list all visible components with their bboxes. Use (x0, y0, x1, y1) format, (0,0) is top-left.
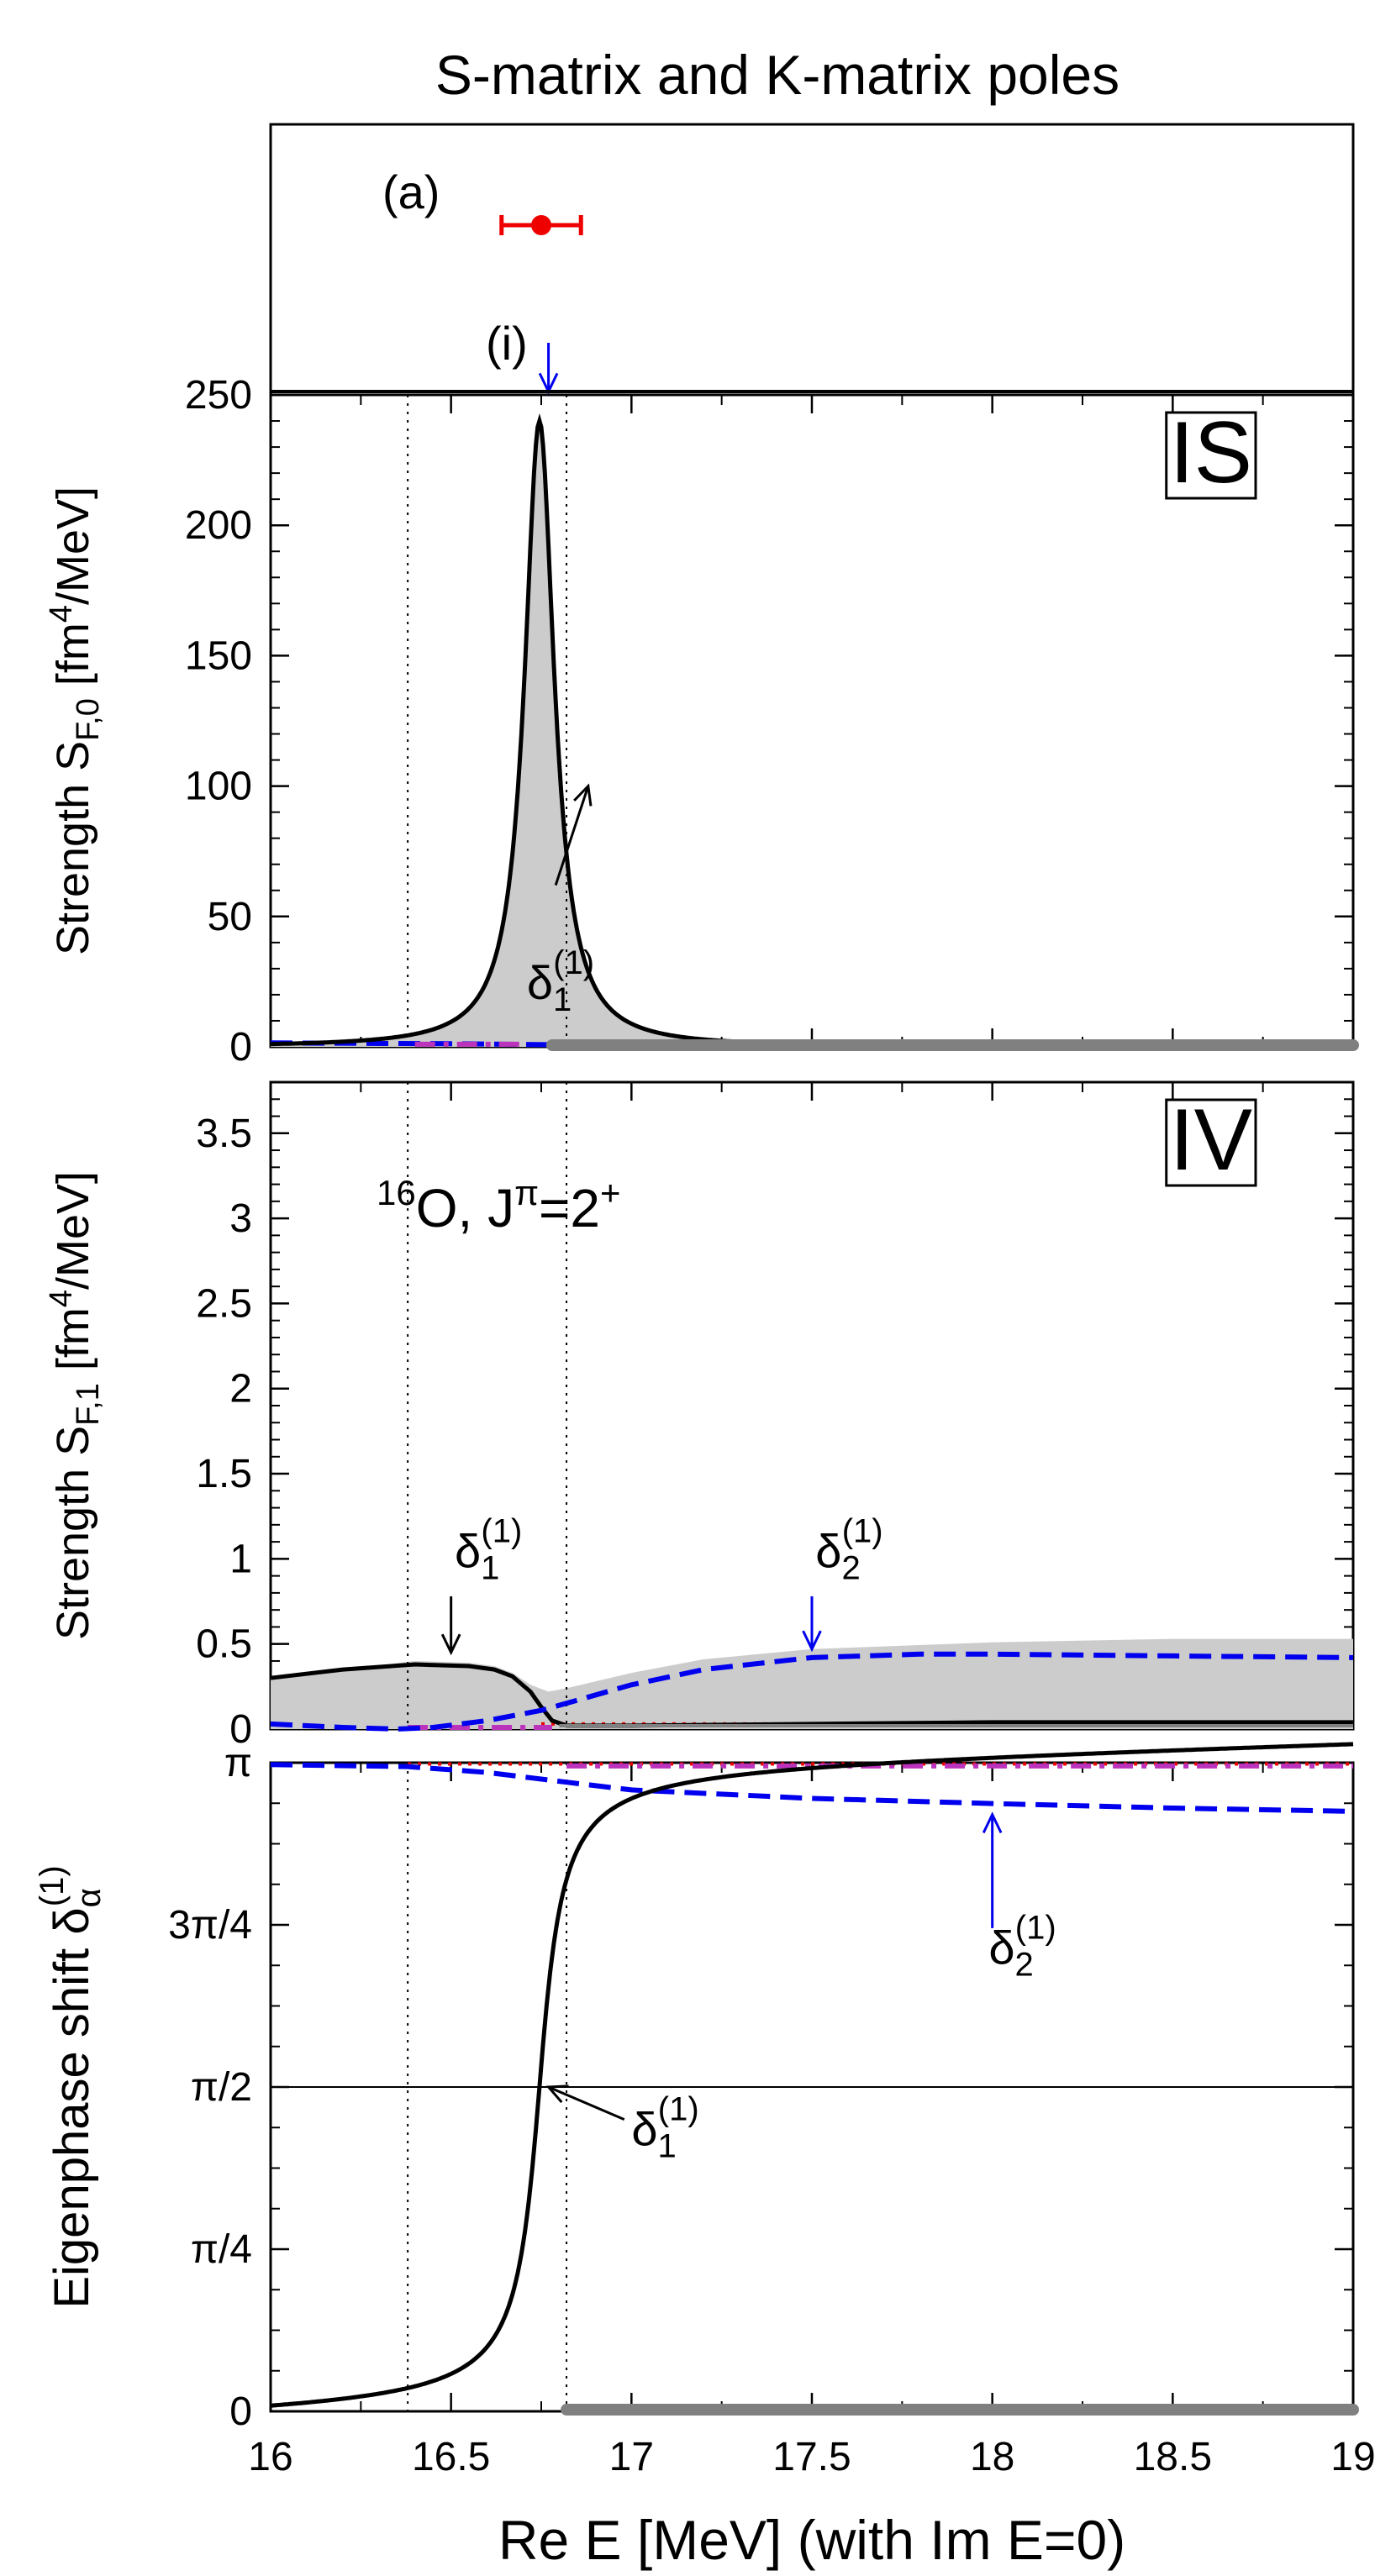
iv-nucleus-elem: O, J (416, 1178, 514, 1238)
is-delta-label: δ1(1) (527, 944, 594, 1018)
iv-y-tick-label: 2.5 (196, 1281, 252, 1326)
is-y-tick-label: 200 (185, 503, 252, 548)
is-ylabel-post: /MeV] (48, 486, 98, 605)
iv-ylabel-main: Strength S (48, 1426, 98, 1640)
pole-label-a: (a) (382, 166, 440, 218)
iv-y-tick-label: 0.5 (196, 1622, 252, 1667)
x-tick-label: 17.5 (772, 2435, 851, 2479)
iv-delta2-arrow-head (802, 1630, 822, 1653)
is-tag: IS (1170, 404, 1252, 502)
iv-y-tick-label: 1.5 (196, 1452, 252, 1496)
iv-y-axis-label: Strength SF,1 [fm4/MeV] (44, 1171, 106, 1640)
eig-delta-label: δ1(1) (631, 2090, 698, 2164)
eig-delta2-curve (270, 1762, 1354, 1814)
eig-delta-sub: 1 (658, 2127, 677, 2164)
eig-delta-sub: 2 (1015, 1946, 1034, 1983)
iv-delta-sub: 1 (481, 1550, 499, 1587)
x-axis-label: Re E [MeV] (with Im E=0) (498, 2509, 1125, 2571)
iv-ylabel-sub: F,1 (71, 1383, 106, 1426)
iv-y-tick-label: 0 (229, 1707, 252, 1752)
is-delta-sup: (1) (553, 944, 594, 981)
is-y-tick-label: 150 (185, 633, 252, 678)
x-tick-label: 18.5 (1134, 2435, 1212, 2479)
is-delta1-arrow-head (573, 783, 593, 807)
eig-delta1-curve (270, 1742, 1354, 2408)
is-ylabel-pre: [fm (48, 623, 98, 698)
iv-delta-sup: (1) (842, 1513, 883, 1550)
is-delta-sub: 1 (553, 981, 572, 1018)
is-delta-base: δ (527, 956, 553, 1009)
eig-y-tick-label: 3π/4 (168, 1903, 252, 1948)
eigenphase-y-axis-label: Eigenphase shift δα(1) (34, 1865, 108, 2308)
x-tick-label: 18 (970, 2435, 1014, 2479)
eig-delta1-arrow (547, 2085, 625, 2121)
chart-title: S-matrix and K-matrix poles (435, 44, 1119, 106)
is-y-tick-label: 100 (185, 765, 252, 809)
iv-delta-sup: (1) (481, 1513, 522, 1550)
iv-delta-sub: 2 (841, 1550, 860, 1587)
eig-delta1-arrow-head (545, 2084, 569, 2104)
iv-total-strength-fill (271, 1638, 1353, 1729)
eig-y-tick-label: π/4 (191, 2227, 252, 2272)
iv-nucleus-eq: =2 (539, 1178, 600, 1238)
is-y-tick-label: 50 (208, 895, 252, 939)
eig-delta-sup: (1) (1015, 1909, 1056, 1946)
iv-ylabel-post: /MeV] (48, 1171, 98, 1290)
is-ylabel-main: Strength S (48, 741, 98, 955)
is-ylabel-sup: 4 (44, 605, 79, 623)
iv-delta1-arrow-head (440, 1633, 461, 1656)
iv-y-tick-label: 3 (229, 1196, 252, 1241)
iv-nucleus-pi: π (514, 1173, 539, 1212)
iv-ylabel-sup: 4 (44, 1290, 79, 1307)
x-tick-label: 16 (248, 2435, 292, 2479)
x-tick-label: 16.5 (412, 2435, 490, 2479)
iv-delta-base: δ (815, 1525, 841, 1578)
is-y-tick-label: 250 (185, 373, 252, 418)
iv-nucleus-mass: 16 (377, 1173, 416, 1212)
x-tick-label: 17 (609, 2435, 654, 2479)
is-delta1-arrow (554, 786, 590, 886)
is-total-strength-fill (271, 421, 1353, 1047)
iv-y-tick-label: 3.5 (196, 1112, 252, 1156)
iv-ylabel-pre: [fm (48, 1307, 98, 1383)
iv-y-tick-label: 2 (229, 1367, 252, 1412)
eig-delta2-arrow-head (982, 1811, 1003, 1834)
eig-delta-base: δ (988, 1921, 1014, 1974)
s-matrix-pole-point (531, 215, 551, 235)
eig-ylabel-sup: (1) (34, 1865, 71, 1906)
iv-y-tick-label: 1 (229, 1537, 252, 1581)
iv-tag-box (1165, 1098, 1257, 1187)
plot-layer: (a)(i)050100150200250δ1(1)IS00.511.522.5… (168, 166, 1376, 2479)
is-ylabel-sub: F,0 (71, 698, 106, 741)
eig-delta-label: δ2(1) (988, 1909, 1056, 1983)
eig-y-tick-label: π/2 (191, 2065, 252, 2110)
iv-delta-label: δ1(1) (455, 1513, 522, 1587)
pole-label-i: (i) (486, 317, 528, 370)
x-tick-label: 19 (1330, 2435, 1375, 2479)
eig-delta-sup: (1) (658, 2090, 699, 2127)
iv-delta2-curve (270, 1651, 1354, 1732)
is-delta1-curve (270, 413, 1353, 1049)
is-y-tick-label: 0 (229, 1025, 252, 1070)
eig-y-tick-label: 0 (229, 2389, 252, 2434)
is-y-axis-label: Strength SF,0 [fm4/MeV] (44, 486, 106, 955)
iv-delta-label: δ2(1) (815, 1513, 882, 1587)
eig-ylabel-sub: α (71, 1888, 108, 1907)
iv-nucleus-label: 16O, Jπ=2+ (377, 1173, 621, 1238)
eig-y-tick-label: π (224, 1741, 252, 1785)
eig-ylabel-main: Eigenphase shift δ (45, 1907, 99, 2308)
eig-delta-base: δ (631, 2102, 657, 2155)
iv-tag: IV (1170, 1091, 1252, 1189)
iv-delta-base: δ (455, 1525, 481, 1578)
iv-nucleus-sup: + (600, 1173, 621, 1212)
is-tag-box (1165, 411, 1257, 500)
